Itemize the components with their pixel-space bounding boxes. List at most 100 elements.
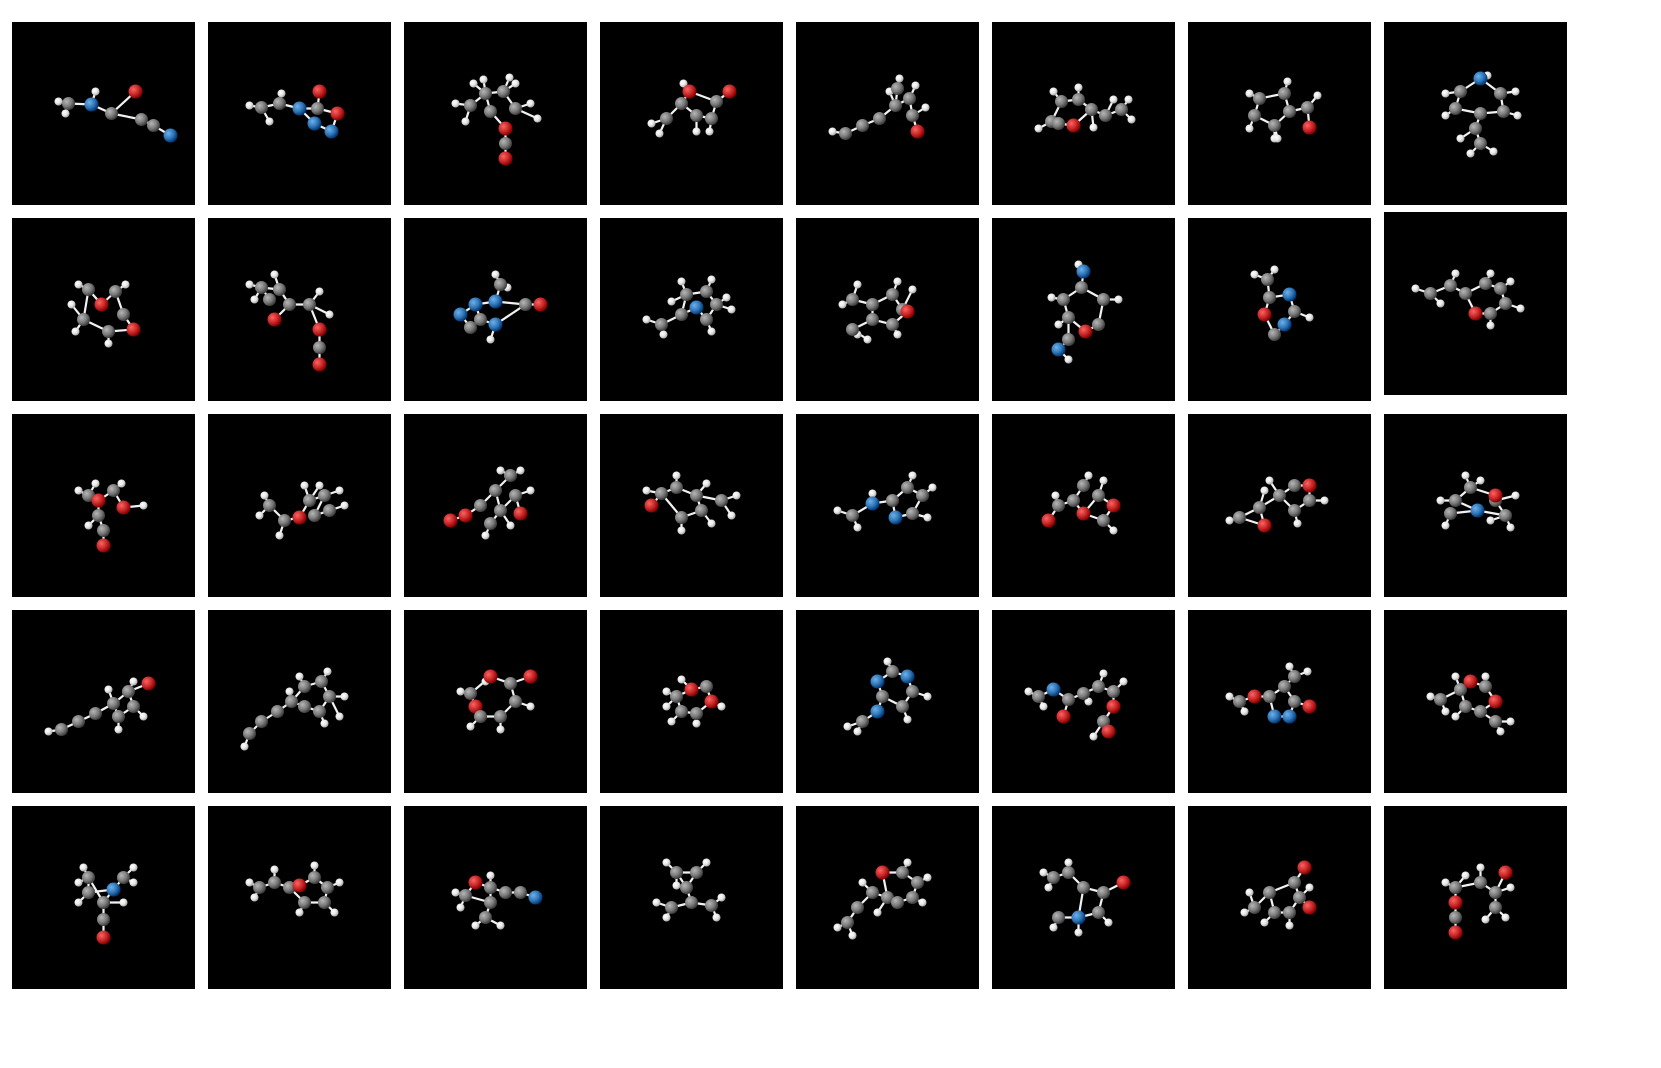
hydrogen-atom <box>74 898 83 907</box>
molecule-r4c2-render <box>240 667 349 751</box>
carbon-atom <box>886 288 899 301</box>
carbon-atom <box>1263 291 1276 304</box>
carbon-atom <box>1454 683 1467 696</box>
molecule-r2c1 <box>12 218 195 401</box>
hydrogen-atom <box>893 330 902 339</box>
hydrogen-atom <box>911 81 920 90</box>
carbon-atom <box>1248 109 1261 122</box>
carbon-atom <box>1268 119 1281 132</box>
carbon-atom <box>479 911 492 924</box>
hydrogen-atom <box>702 479 711 488</box>
molecule-r5c8-render <box>1441 863 1515 940</box>
hydrogen-atom <box>1260 486 1269 495</box>
hydrogen-atom <box>456 687 465 696</box>
carbon-atom <box>1278 680 1291 693</box>
molecule-r3c2-render <box>255 481 349 540</box>
hydrogen-atom <box>526 702 535 711</box>
molecule-r2c7 <box>1188 218 1371 401</box>
carbon-atom <box>489 484 502 497</box>
carbon-atom <box>107 484 120 497</box>
carbon-atom <box>1092 906 1105 919</box>
oxygen-atom <box>292 510 307 525</box>
oxygen-atom <box>1101 724 1116 739</box>
carbon-atom <box>1494 282 1507 295</box>
hydrogen-atom <box>496 921 505 930</box>
hydrogen-atom <box>1293 519 1302 528</box>
molecule-r4c2 <box>208 610 391 793</box>
molecule-r1c3-render <box>451 73 542 166</box>
molecule-r4c7 <box>1188 610 1371 793</box>
hydrogen-atom <box>1441 89 1450 98</box>
hydrogen-atom <box>1084 697 1093 706</box>
carbon-atom <box>323 690 336 703</box>
carbon-atom <box>243 727 256 740</box>
carbon-atom <box>873 112 886 125</box>
hydrogen-atom <box>707 327 716 336</box>
carbon-atom <box>285 695 298 708</box>
carbon-atom <box>876 690 889 703</box>
carbon-atom <box>1489 715 1502 728</box>
carbon-atom <box>1459 287 1472 300</box>
molecule-r2c8 <box>1384 212 1567 395</box>
molecule-r3c1-render <box>74 479 148 553</box>
hydrogen-atom <box>662 913 671 922</box>
oxygen-atom <box>523 669 538 684</box>
carbon-atom <box>1067 494 1080 507</box>
oxygen-atom <box>468 875 483 890</box>
hydrogen-atom <box>677 277 686 286</box>
oxygen-atom <box>498 121 513 136</box>
carbon-atom <box>889 99 902 112</box>
hydrogen-atom <box>1320 496 1329 505</box>
carbon-atom <box>1052 911 1065 924</box>
hydrogen-atom <box>702 858 711 867</box>
carbon-atom <box>1449 881 1462 894</box>
carbon-atom <box>1424 287 1437 300</box>
hydrogen-atom <box>923 692 932 701</box>
hydrogen-atom <box>270 270 279 279</box>
oxygen-atom <box>513 506 528 521</box>
carbon-atom <box>846 323 859 336</box>
carbon-atom <box>1444 507 1457 520</box>
carbon-atom <box>1097 514 1110 527</box>
hydrogen-atom <box>516 466 525 475</box>
carbon-atom <box>1075 281 1088 294</box>
carbon-atom <box>1032 690 1045 703</box>
hydrogen-atom <box>1245 124 1254 133</box>
carbon-atom <box>1233 695 1246 708</box>
hydrogen-atom <box>1283 77 1292 86</box>
molecule-r1c1-render <box>54 84 178 143</box>
carbon-atom <box>1301 101 1314 114</box>
hydrogen-atom <box>506 521 515 530</box>
hydrogen-atom <box>1104 918 1113 927</box>
oxygen-atom <box>704 694 719 709</box>
carbon-atom <box>255 281 268 294</box>
hydrogen-atom <box>667 297 676 306</box>
oxygen-atom <box>498 151 513 166</box>
hydrogen-atom <box>1245 89 1254 98</box>
oxygen-atom <box>1106 498 1121 513</box>
carbon-atom <box>903 92 916 105</box>
nitrogen-atom <box>1046 682 1061 697</box>
hydrogen-atom <box>1451 269 1460 278</box>
carbon-atom <box>700 313 713 326</box>
molecule-r4c1-render <box>44 676 156 736</box>
oxygen-atom <box>1463 674 1478 689</box>
carbon-atom <box>474 499 487 512</box>
molecule-r5c2 <box>208 806 391 989</box>
molecule-r4c4 <box>600 610 783 793</box>
hydrogen-atom <box>1513 111 1522 120</box>
carbon-atom <box>464 99 477 112</box>
hydrogen-atom <box>240 742 249 751</box>
carbon-atom <box>298 680 311 693</box>
hydrogen-atom <box>1240 707 1249 716</box>
hydrogen-atom <box>1240 908 1249 917</box>
nitrogen-atom <box>900 669 915 684</box>
carbon-atom <box>72 715 85 728</box>
hydrogen-atom <box>505 73 514 82</box>
hydrogen-atom <box>471 921 480 930</box>
hydrogen-atom <box>1516 304 1525 313</box>
carbon-atom <box>484 881 497 894</box>
hydrogen-atom <box>903 715 912 724</box>
oxygen-atom <box>330 106 345 121</box>
